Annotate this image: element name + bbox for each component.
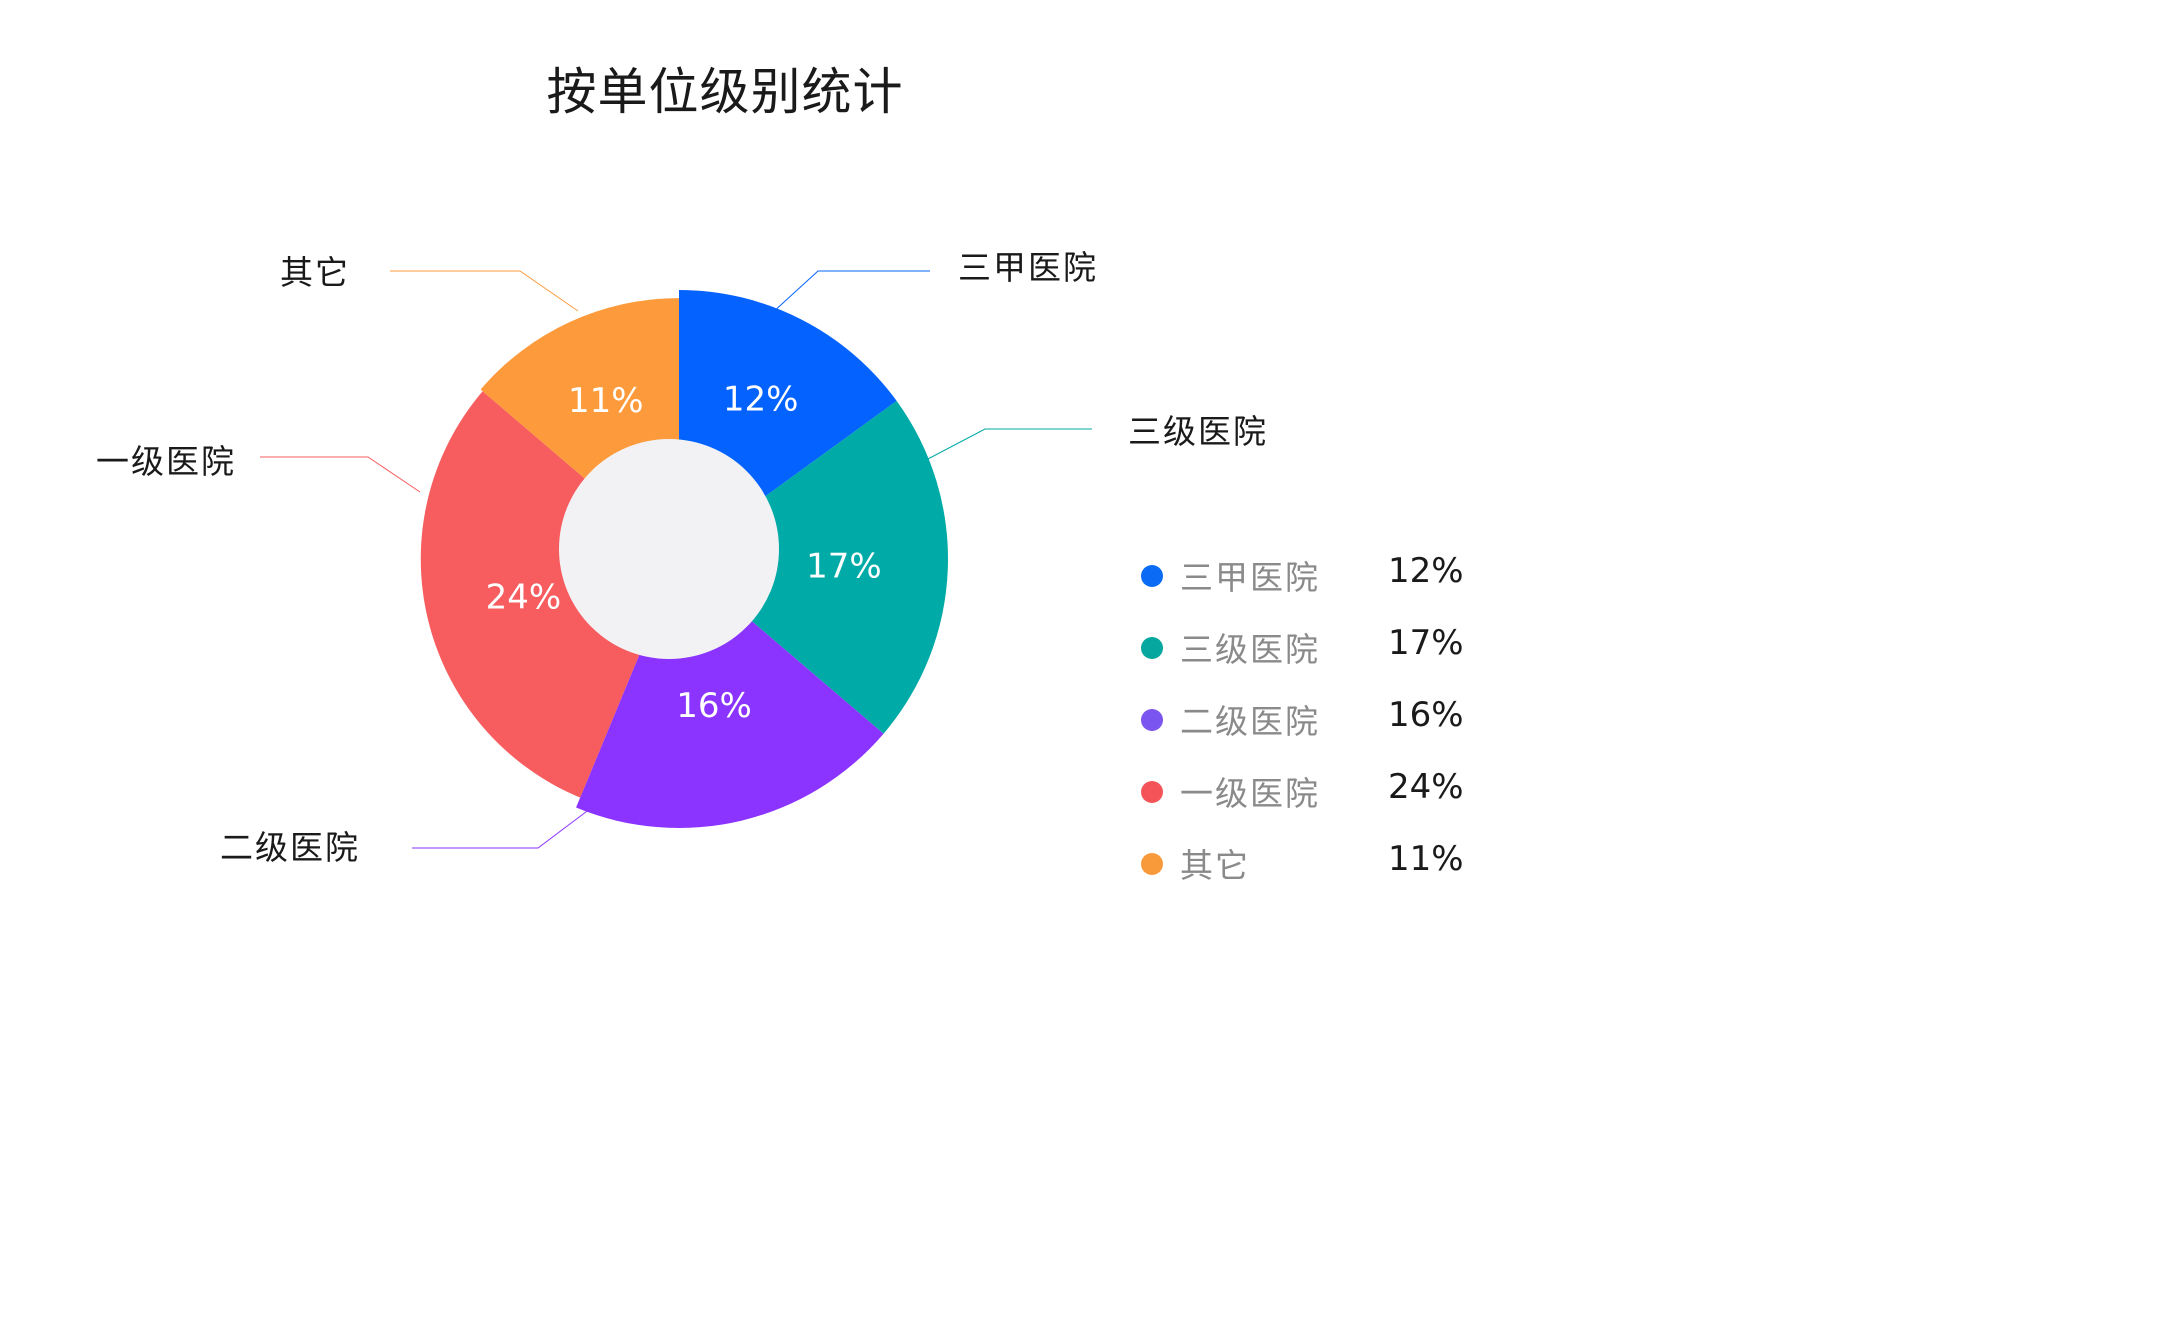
leader-line bbox=[925, 428, 1092, 461]
legend: 三甲医院 12% 三级医院 17% 二级医院 16% 一级医院 24% 其它 11% bbox=[1138, 545, 1478, 905]
legend-value: 11% bbox=[1388, 839, 1464, 879]
slice-value-label: 24% bbox=[486, 577, 562, 617]
legend-item: 二级医院 16% bbox=[1138, 689, 1478, 761]
slice-category-label: 三级医院 bbox=[1128, 412, 1268, 451]
legend-label: 其它 bbox=[1180, 846, 1250, 885]
legend-swatch bbox=[1141, 853, 1163, 875]
leader-line bbox=[390, 270, 579, 312]
legend-value: 24% bbox=[1388, 767, 1464, 807]
slice-value-label: 17% bbox=[806, 546, 882, 586]
slice-value-label: 12% bbox=[723, 380, 799, 420]
legend-label: 二级医院 bbox=[1180, 702, 1320, 741]
legend-swatch bbox=[1141, 709, 1163, 731]
legend-swatch bbox=[1141, 565, 1163, 587]
legend-swatch bbox=[1141, 637, 1163, 659]
legend-value: 12% bbox=[1388, 551, 1464, 591]
chart-title: 按单位级别统计 bbox=[546, 63, 904, 121]
legend-label: 三甲医院 bbox=[1180, 558, 1320, 597]
slice-2 bbox=[679, 400, 949, 734]
legend-item: 其它 11% bbox=[1138, 833, 1478, 905]
slice-category-label: 其它 bbox=[280, 253, 350, 292]
slice-value-label: 11% bbox=[568, 381, 644, 421]
slice-category-label: 二级医院 bbox=[220, 828, 360, 867]
legend-item: 三级医院 17% bbox=[1138, 617, 1478, 689]
slice-category-label: 三甲医院 bbox=[958, 248, 1098, 287]
legend-item: 三甲医院 12% bbox=[1138, 545, 1478, 617]
legend-value: 17% bbox=[1388, 623, 1464, 663]
slice-category-label: 一级医院 bbox=[96, 442, 236, 481]
legend-label: 三级医院 bbox=[1180, 630, 1320, 669]
legend-item: 一级医院 24% bbox=[1138, 761, 1478, 833]
slice-value-label: 16% bbox=[676, 686, 752, 726]
legend-swatch bbox=[1141, 781, 1163, 803]
donut-hole bbox=[559, 439, 779, 659]
slice-4 bbox=[420, 391, 679, 798]
chart-area: 按单位级别统计 12% 17% 16% 24% 11% 三甲医院 三级医院 二级医院 一级医院… bbox=[96, 63, 1478, 905]
leader-line bbox=[260, 456, 421, 493]
legend-label: 一级医院 bbox=[1180, 774, 1320, 813]
legend-value: 16% bbox=[1388, 695, 1464, 735]
